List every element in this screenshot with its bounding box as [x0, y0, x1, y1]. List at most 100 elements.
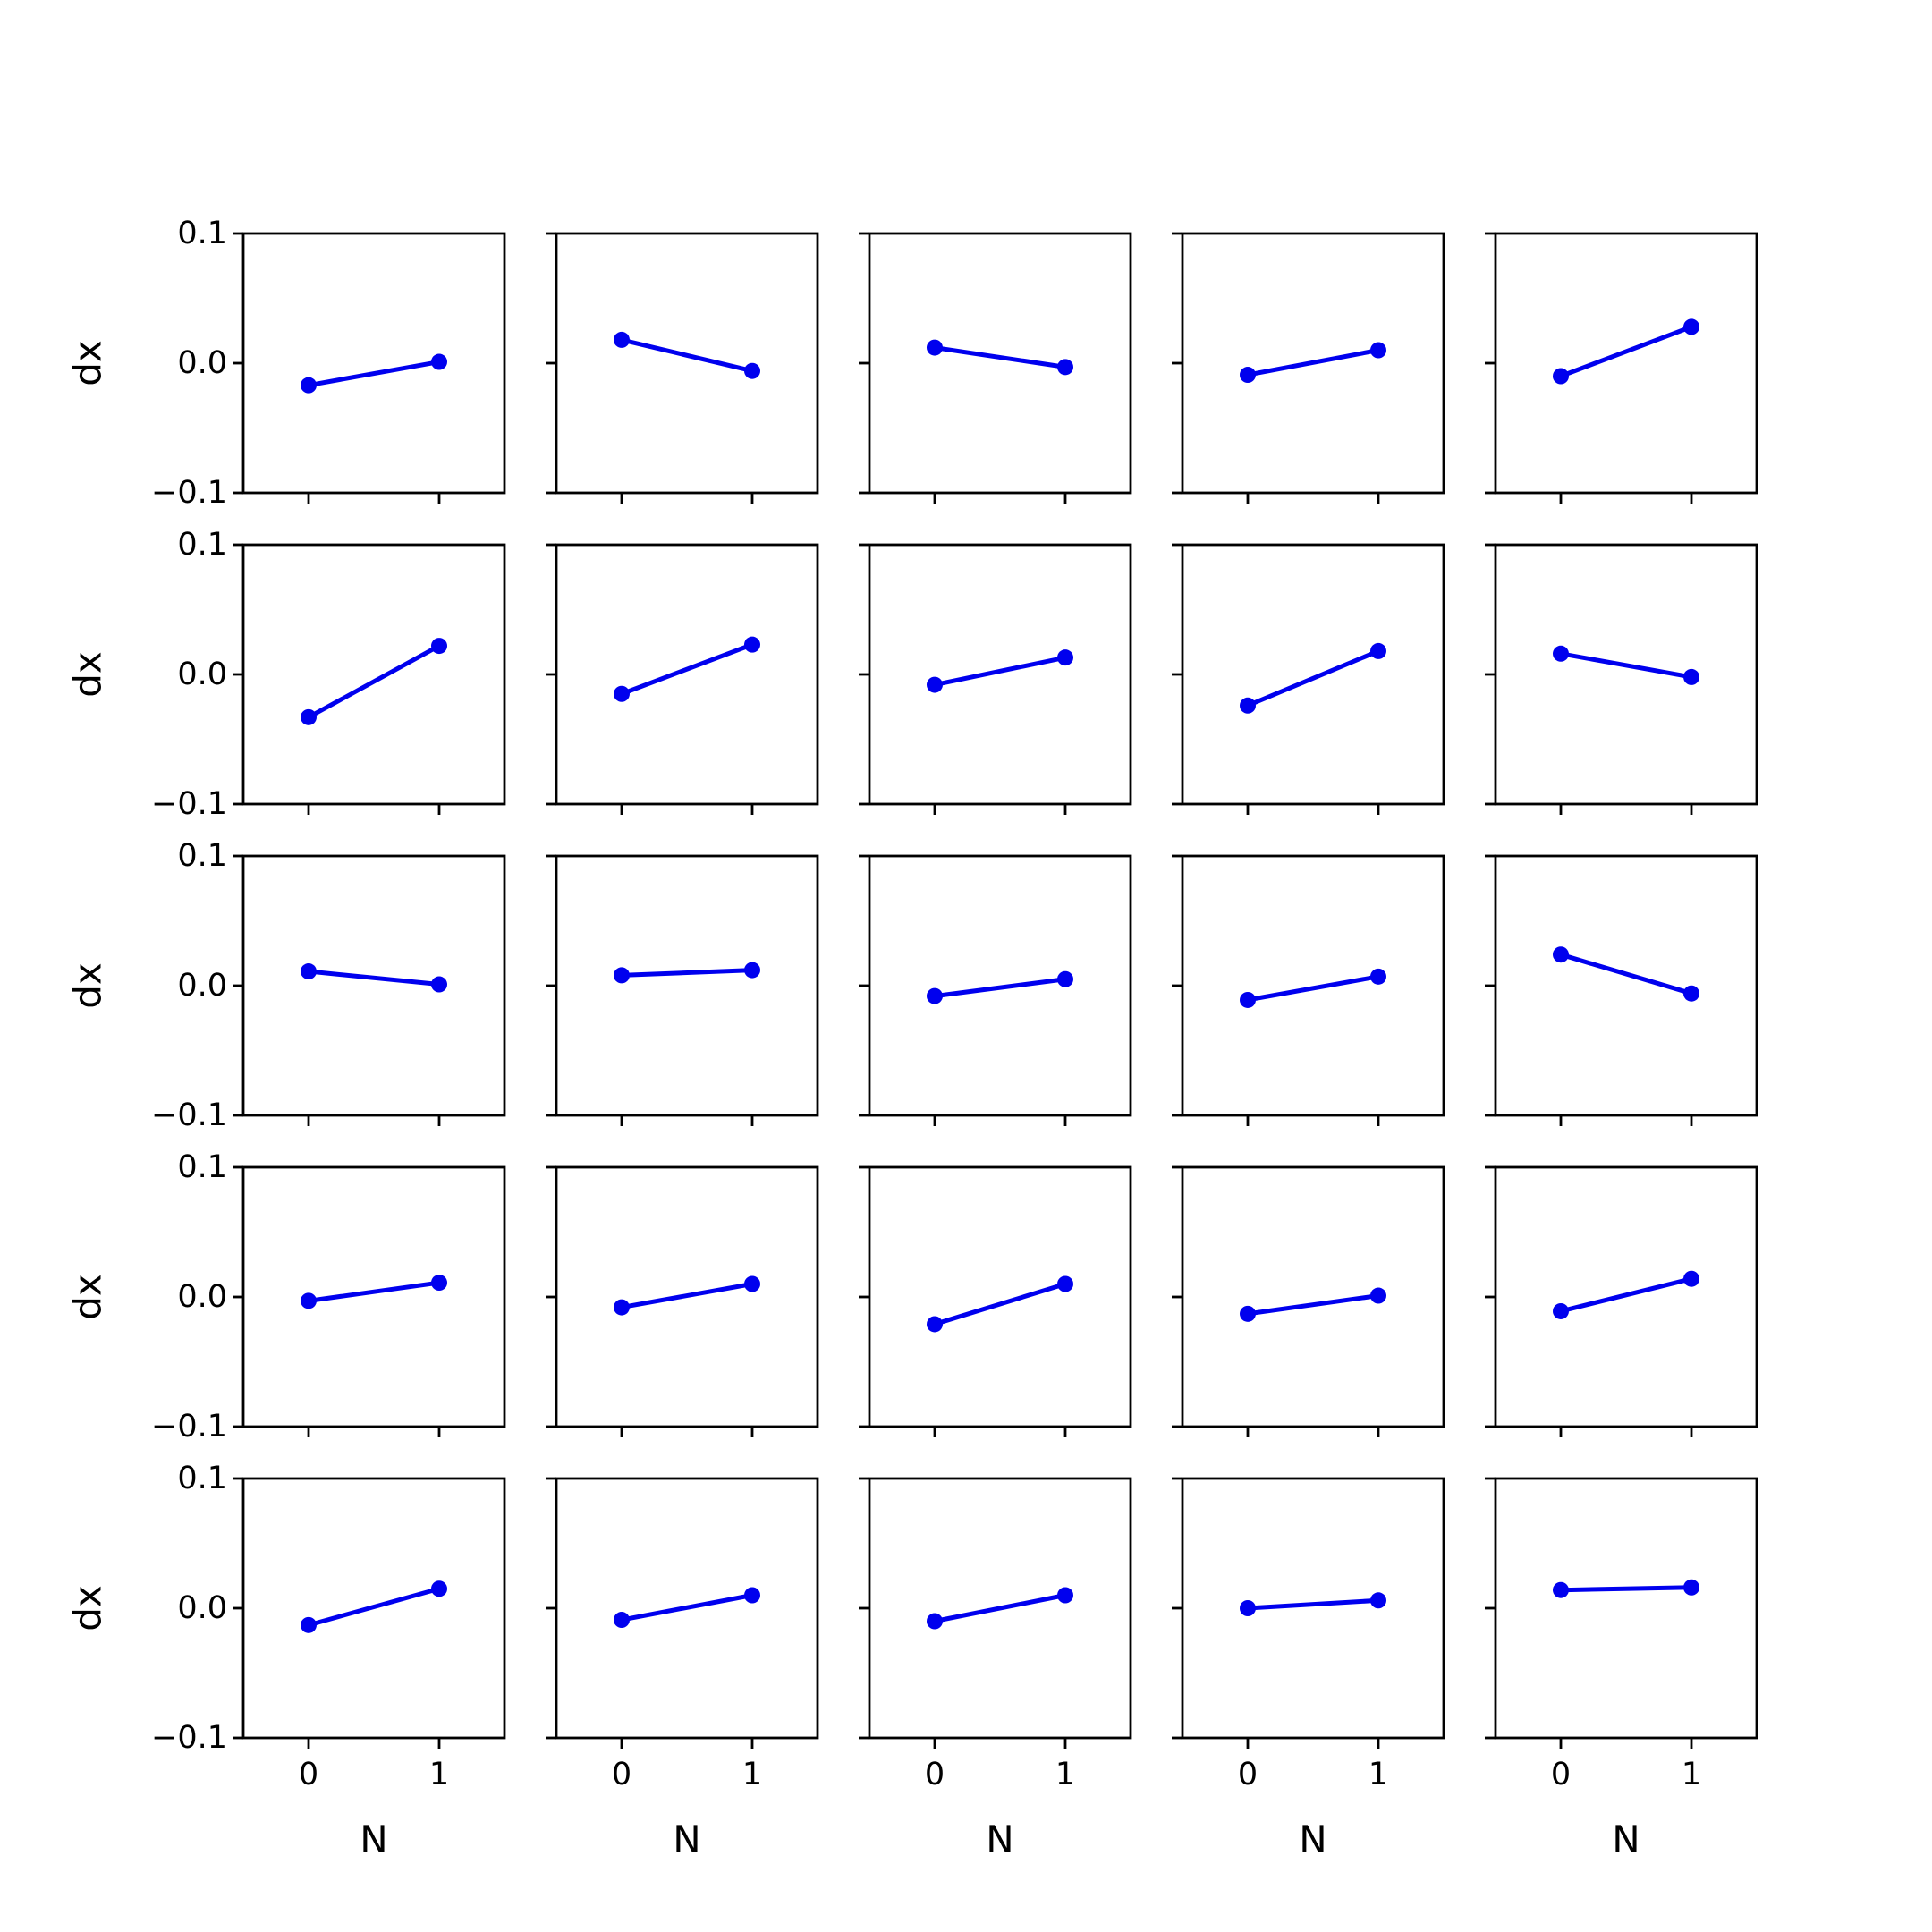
axes-frame	[1181, 1477, 1445, 1740]
y-tick-label: −0.1	[151, 1720, 227, 1756]
subplot-r2-c4	[1172, 543, 1445, 815]
series-line	[1560, 325, 1692, 378]
y-axis-label: dx	[66, 1274, 110, 1320]
y-tick-label: 0.1	[177, 216, 227, 251]
series-line	[621, 642, 753, 697]
y-tick-label: 0.1	[177, 838, 227, 874]
x-tick-label: 0	[299, 1757, 318, 1792]
data-point	[1057, 359, 1073, 376]
data-point	[1553, 1581, 1569, 1598]
data-point	[301, 1616, 317, 1633]
y-axis-label: dx	[66, 962, 110, 1009]
data-point	[1683, 1270, 1699, 1287]
data-point	[431, 976, 447, 993]
data-point	[1240, 367, 1256, 384]
data-point	[927, 676, 943, 693]
subplot-r4-c4	[1172, 1165, 1445, 1437]
data-point	[927, 339, 943, 356]
subplot-r3-c4	[1172, 854, 1445, 1126]
data-point	[1553, 1302, 1569, 1319]
series-line	[621, 1593, 753, 1623]
data-point	[1683, 668, 1699, 685]
data-point	[744, 1587, 760, 1604]
subplot-r5-c4: 0 1 N	[1172, 1477, 1445, 1861]
data-point	[431, 1275, 447, 1292]
data-point	[1553, 368, 1569, 385]
y-tick-label: 0.0	[177, 345, 227, 381]
data-point	[614, 1299, 630, 1316]
subplot-r1-c2	[546, 232, 819, 504]
data-point	[614, 967, 630, 984]
subplot-r3-c5	[1485, 854, 1758, 1126]
x-tick-label: 1	[742, 1757, 762, 1792]
subplot-r4-c5	[1485, 1165, 1758, 1437]
axes-frame	[1494, 543, 1758, 806]
y-tick-label: 0.0	[177, 1279, 227, 1315]
series-line	[934, 1593, 1066, 1623]
series-line	[308, 969, 440, 987]
x-tick-label: 0	[1551, 1757, 1571, 1792]
series-line	[1247, 974, 1379, 1003]
subplot-r1-c4	[1172, 232, 1445, 504]
subplot-r3-c2	[546, 854, 819, 1126]
series-line	[934, 977, 1066, 999]
axes-frame	[1181, 543, 1445, 806]
series-line	[621, 337, 753, 374]
series-line	[934, 1282, 1066, 1326]
data-point	[927, 1316, 943, 1333]
x-tick-label: 0	[1238, 1757, 1258, 1792]
data-point	[1683, 1579, 1699, 1596]
data-point	[614, 331, 630, 348]
subplot-r4-c2	[546, 1165, 819, 1437]
series-line	[1247, 1597, 1379, 1611]
data-point	[744, 636, 760, 653]
series-line	[308, 360, 440, 388]
axes-frame	[242, 1165, 506, 1428]
data-point	[744, 1275, 760, 1292]
data-point	[1240, 991, 1256, 1008]
data-point	[1057, 1587, 1073, 1604]
y-tick-label: −0.1	[151, 786, 227, 822]
y-tick-label: 0.0	[177, 1590, 227, 1626]
axes-frame	[1494, 232, 1758, 495]
series-line	[1560, 651, 1692, 680]
y-tick-label: 0.1	[177, 1461, 227, 1496]
x-tick-label: 0	[925, 1757, 945, 1792]
data-point	[431, 638, 447, 655]
y-axis-label: dx	[66, 340, 110, 386]
data-point	[927, 1613, 943, 1630]
subplot-r3-c3	[859, 854, 1132, 1126]
data-point	[431, 353, 447, 370]
axes-frame	[1181, 854, 1445, 1117]
subplot-r4-c1: 0.1 0.0 −0.1 dx	[66, 1149, 506, 1445]
subplot-r4-c3	[859, 1165, 1132, 1437]
y-tick-label: 0.0	[177, 657, 227, 692]
series-line	[307, 643, 441, 720]
x-tick-label: 1	[1368, 1757, 1388, 1792]
series-line	[308, 1586, 440, 1628]
subplot-r5-c5: 0 1 N	[1485, 1477, 1758, 1861]
axes-frame	[868, 232, 1132, 495]
data-point	[1370, 642, 1386, 659]
axes-frame	[555, 543, 819, 806]
axes-frame	[1494, 1477, 1758, 1740]
axes-frame	[1181, 1165, 1445, 1428]
x-axis-label: N	[1612, 1818, 1640, 1861]
data-point	[301, 1292, 317, 1309]
x-axis-label: N	[673, 1818, 700, 1861]
data-point	[1057, 649, 1073, 666]
data-point	[1240, 1600, 1256, 1616]
series-line	[621, 968, 753, 978]
series-line	[621, 1282, 753, 1310]
data-point	[301, 708, 317, 725]
data-point	[614, 1612, 630, 1629]
data-point	[301, 963, 317, 980]
data-point	[1240, 697, 1256, 714]
subplot-r1-c5	[1485, 232, 1758, 504]
data-point	[744, 962, 760, 979]
data-point	[1370, 1592, 1386, 1609]
subplot-r5-c2: 0 1 N	[546, 1477, 819, 1861]
data-point	[1057, 1275, 1073, 1292]
series-line	[1560, 952, 1692, 996]
subplot-r1-c3	[859, 232, 1132, 504]
